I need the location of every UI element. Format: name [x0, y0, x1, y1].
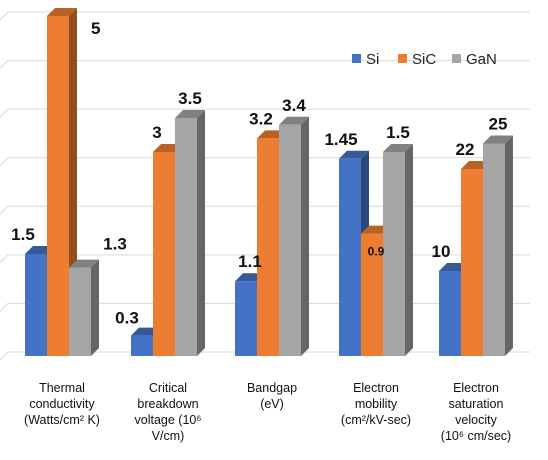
gridlines — [0, 11, 530, 361]
data-label: 22 — [456, 140, 475, 159]
legend-swatch — [352, 54, 361, 63]
bars — [25, 8, 513, 356]
bar-gan-0 — [69, 259, 99, 356]
bar-front — [439, 271, 461, 356]
bar-front — [153, 152, 175, 356]
bar-front — [235, 281, 257, 356]
bar-front — [383, 152, 405, 356]
bar-side — [505, 135, 513, 356]
legend-swatch — [452, 54, 461, 63]
legend-item-sic: SiC — [398, 51, 436, 68]
legend-item-si: Si — [352, 51, 379, 68]
data-label: 3.4 — [282, 96, 306, 115]
bar-front — [461, 169, 483, 356]
bar-side — [197, 110, 205, 356]
legend-item-gan: GaN — [452, 51, 497, 68]
category-label: Electron saturation velocity (10⁶ cm/sec) — [441, 381, 511, 443]
legend-label: GaN — [466, 51, 497, 68]
data-label: 1.5 — [11, 225, 35, 244]
bar-front — [361, 233, 383, 356]
category-label: Electron mobility (cm²/kV-sec) — [341, 381, 411, 427]
gridline — [0, 60, 530, 69]
bar-top — [69, 259, 99, 268]
data-label: 10 — [432, 242, 451, 261]
bar-gan-4 — [483, 135, 513, 356]
legend-swatch — [398, 54, 407, 63]
legend-label: Si — [366, 51, 379, 68]
bar-top — [339, 150, 369, 159]
bar-gan-3 — [383, 144, 413, 356]
data-label: 3.2 — [249, 109, 273, 128]
category-label: Bandgap (eV) — [247, 381, 297, 411]
bar-top — [47, 8, 77, 16]
bar-front — [257, 138, 279, 356]
data-labels: 1.5 5 1.3 0.3 3 3.5 1.1 3.2 3.4 1.45 0.9 1.5 10 22 25 — [11, 19, 507, 328]
bar-gan-1 — [175, 110, 205, 356]
bar-top — [279, 116, 309, 125]
data-label: 5 — [91, 19, 100, 38]
data-label: 25 — [489, 115, 508, 134]
data-label: 0.3 — [115, 309, 139, 328]
data-label: 1.3 — [103, 235, 127, 254]
bar-front — [279, 124, 301, 356]
data-label: 3 — [152, 123, 161, 142]
gridline — [0, 108, 530, 118]
bar-top — [483, 135, 513, 144]
bar-front — [339, 158, 361, 356]
legend-label: SiC — [412, 51, 436, 68]
bar-front — [25, 254, 47, 356]
bar-top — [175, 110, 205, 118]
bar-top — [383, 144, 413, 152]
legend: Si SiC GaN — [352, 51, 497, 68]
bar-front — [175, 118, 197, 356]
bar-front — [131, 335, 153, 356]
category-label: Thermal conductivity (Watts/cm² K) — [24, 381, 100, 427]
data-label: 0.9 — [368, 245, 385, 259]
bar-front — [47, 16, 69, 356]
category-labels: Thermal conductivity (Watts/cm² K) Critical… — [24, 381, 511, 443]
bar-side — [301, 116, 309, 356]
gridline — [0, 11, 530, 21]
category-label: Critical breakdown voltage (10⁶ V/cm) — [135, 381, 202, 443]
data-label: 1.5 — [386, 123, 410, 142]
bar-side — [405, 144, 413, 356]
data-label: 1.1 — [238, 252, 262, 271]
bar-gan-2 — [279, 116, 309, 356]
data-label: 3.5 — [178, 89, 202, 108]
bar-front — [69, 267, 91, 356]
data-label: 1.45 — [324, 130, 357, 149]
bar-front — [483, 143, 505, 356]
bar-side — [91, 259, 99, 356]
